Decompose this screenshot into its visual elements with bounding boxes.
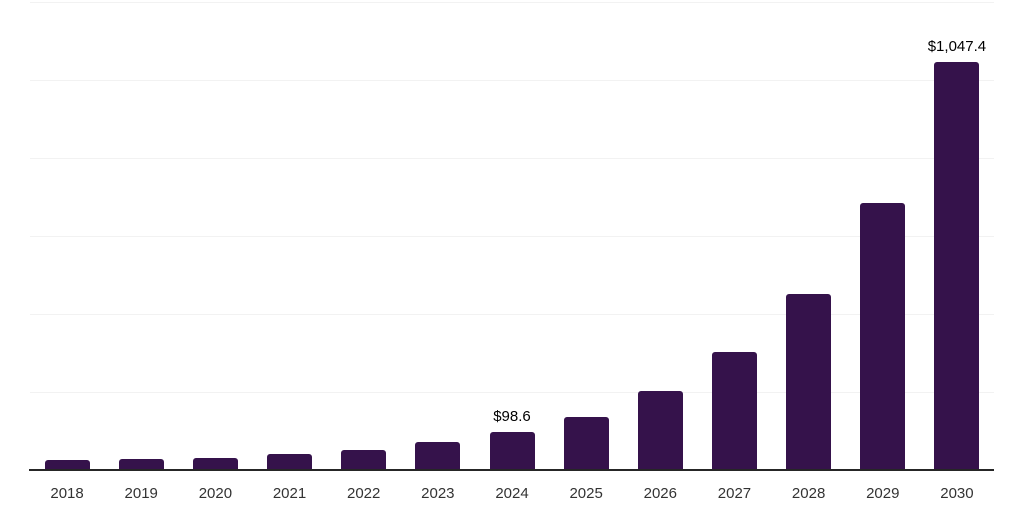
x-axis-label-2024: 2024 xyxy=(495,485,529,502)
data-label-2030: $1,047.4 xyxy=(927,37,987,55)
x-axis-line xyxy=(29,469,994,471)
bar-2022 xyxy=(341,450,387,470)
x-axis-label-2027: 2027 xyxy=(717,485,752,502)
x-axis-label-2022: 2022 xyxy=(347,485,381,502)
x-axis-label-2020: 2020 xyxy=(198,485,233,502)
gridline xyxy=(30,158,994,159)
bar-2018 xyxy=(44,460,90,470)
x-axis-label-2026: 2026 xyxy=(643,485,677,502)
x-axis-label-2019: 2019 xyxy=(124,485,158,502)
bar-2019 xyxy=(118,458,164,470)
data-label-2024: $98.6 xyxy=(493,407,531,425)
bar-2024 xyxy=(489,431,535,470)
bar-2025 xyxy=(563,417,609,470)
bar-2021 xyxy=(267,454,313,470)
gridline xyxy=(30,314,994,315)
x-axis-label-2029: 2029 xyxy=(866,485,900,502)
gridline xyxy=(30,392,994,393)
gridline xyxy=(30,2,994,3)
x-axis-label-2021: 2021 xyxy=(272,485,307,502)
bar-2029 xyxy=(860,202,906,470)
bar-2028 xyxy=(786,294,832,470)
gridline xyxy=(30,80,994,81)
x-axis-label-2025: 2025 xyxy=(569,485,603,502)
bar-2030 xyxy=(934,61,980,470)
bar-2026 xyxy=(637,390,683,470)
bar-2027 xyxy=(711,351,757,470)
x-axis-label-2018: 2018 xyxy=(50,485,84,502)
gridline xyxy=(30,236,994,237)
x-axis-label-2028: 2028 xyxy=(791,485,826,502)
x-axis-label-2023: 2023 xyxy=(421,485,455,502)
bar-2020 xyxy=(192,458,238,470)
bar-2023 xyxy=(415,442,461,470)
x-axis-label-2030: 2030 xyxy=(940,485,974,502)
